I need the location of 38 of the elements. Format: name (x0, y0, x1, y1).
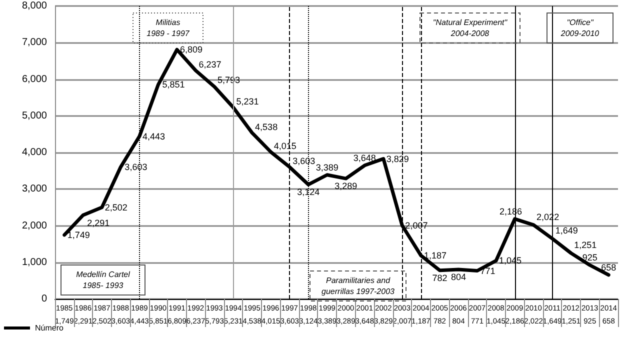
y-tick-label: 3,000 (22, 184, 48, 195)
text: 3,603 (292, 156, 316, 166)
text: 782 (432, 272, 448, 283)
text: 1,649 (555, 226, 578, 236)
text: 1,251 (574, 240, 597, 250)
annotation: Militias 1989 - 1997 (146, 18, 190, 38)
text: 4,443 (142, 131, 165, 142)
text: 658 (601, 262, 616, 272)
text: 5,851 (162, 80, 185, 90)
legend-label: Número (35, 324, 64, 332)
text: 6,237 (198, 60, 222, 70)
y-tick-label: 0 (41, 294, 48, 304)
text: 804 (450, 272, 466, 282)
annotation: "Office" 2009-2010 (560, 18, 600, 38)
text: 3,389 (316, 162, 338, 172)
annotation: Medellín Cartel 1985- 1993 (76, 270, 130, 290)
y-tick-label: 1,000 (22, 256, 48, 268)
y-tick-label: 8,000 (22, 0, 48, 12)
annotation: Paramilitaries and guerrillas 1997-2003 (322, 276, 396, 296)
text: 6,809 (180, 44, 203, 55)
y-tick-label: 2,000 (22, 220, 48, 232)
text: 3,829 (386, 154, 409, 164)
text: 2,502 (104, 202, 128, 212)
y-tick-label: 6,000 (22, 74, 48, 85)
text: 3,603 (124, 162, 148, 172)
text: 5,231 (236, 96, 259, 106)
text: 3,289 (334, 181, 358, 192)
text: 3,648 (353, 152, 376, 163)
text: 3,124 (297, 187, 320, 198)
annotation: "Natural Experiment" 2004-2008 (432, 18, 508, 38)
text: 4,538 (255, 122, 278, 132)
y-tick-label: 4,000 (22, 147, 48, 158)
text: 925 (582, 252, 598, 263)
text: 1,749 (67, 230, 90, 240)
y-tick-label: 7,000 (22, 37, 48, 48)
text: 2,291 (87, 218, 110, 228)
y-tick-label: 5,000 (22, 110, 48, 122)
text: 1,187 (424, 250, 446, 261)
